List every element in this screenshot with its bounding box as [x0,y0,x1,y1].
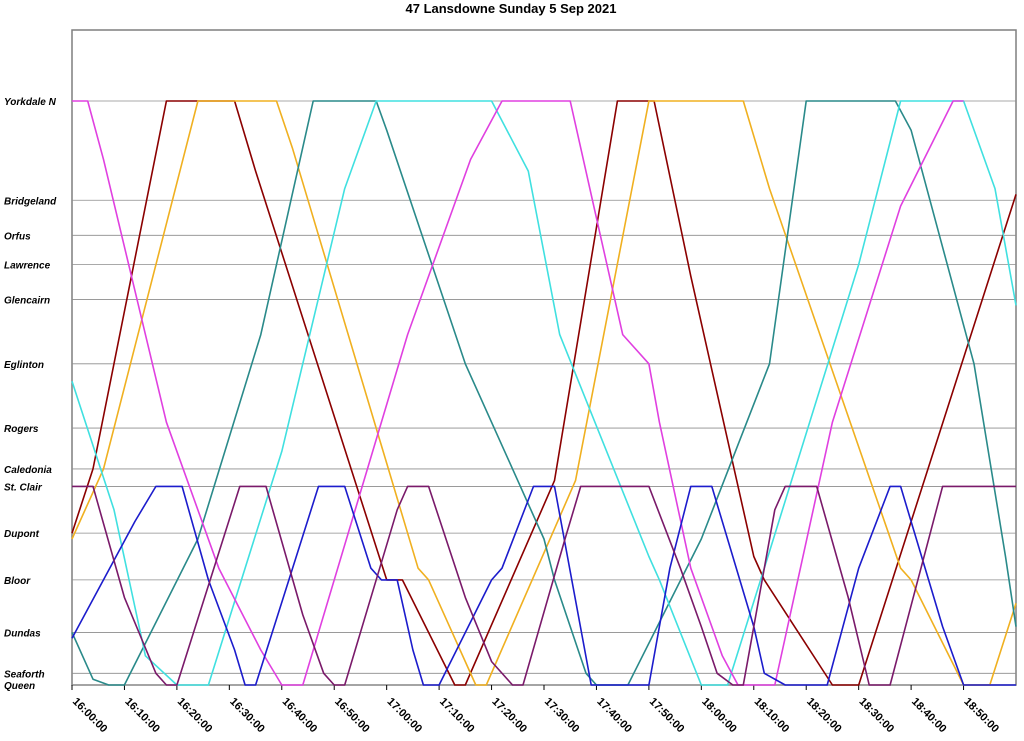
x-tick-label: 17:10:00 [437,696,477,736]
y-tick-label: St. Clair [4,482,43,493]
y-tick-label: Bridgeland [4,196,57,207]
y-tick-label: Glencairn [4,296,50,307]
x-tick-label: 18:20:00 [804,696,844,736]
x-tick-label: 18:40:00 [909,696,949,736]
series-line-7 [72,485,1016,686]
y-tick-label: Seaforth [4,669,45,680]
y-tick-label: Orfus [4,231,31,242]
x-tick-label: 18:50:00 [961,696,1001,736]
x-tick-label: 16:00:00 [70,696,110,736]
x-tick-label: 16:10:00 [122,696,162,736]
x-tick-label: 16:50:00 [332,696,372,736]
y-tick-label: Yorkdale N [4,97,57,108]
y-tick-label: Dundas [4,628,41,639]
x-tick-label: 16:20:00 [175,696,215,736]
y-tick-label: Eglinton [4,360,44,371]
y-tick-label: Queen [4,681,35,692]
x-tick-label: 16:40:00 [280,696,320,736]
x-tick-label: 17:20:00 [489,696,529,736]
series-line-2 [71,100,1017,686]
x-tick-label: 16:30:00 [227,696,267,736]
plot-area: Yorkdale N Bridgeland Orfus Lawrence Glencai… [4,29,1017,736]
x-tick-label: 18:30:00 [857,696,897,736]
x-tick-label: 18:00:00 [699,696,739,736]
x-tick-label: 17:00:00 [385,696,425,736]
plot-frame [71,29,1017,686]
series-line-5 [72,100,964,686]
chart-title: 47 Lansdowne Sunday 5 Sep 2021 [406,1,617,16]
y-tick-label: Dupont [4,529,40,540]
x-tick-label: 17:30:00 [542,696,582,736]
y-tick-label: Rogers [4,424,39,435]
x-tick-label: 18:10:00 [752,696,792,736]
x-tick-label: 17:40:00 [594,696,634,736]
series-line-4 [71,100,1017,686]
x-tick-label: 17:50:00 [647,696,687,736]
y-tick-label: Caledonia [4,465,52,476]
y-tick-label: Bloor [4,576,31,587]
y-tick-label: Lawrence [4,261,51,272]
series-line-6 [71,485,1016,686]
series-line-3 [71,100,1017,686]
